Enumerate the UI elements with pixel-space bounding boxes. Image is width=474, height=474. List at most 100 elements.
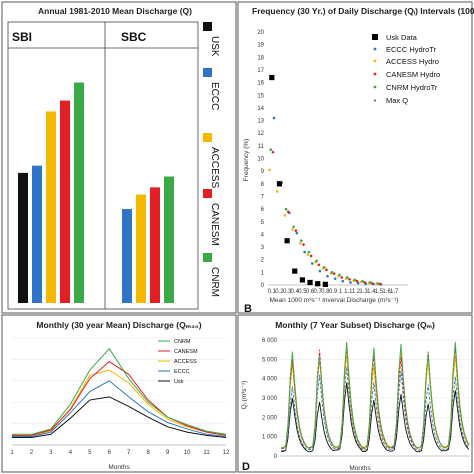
panel-a-frame [1,1,237,314]
panel-b-xlabel: Mean 1000 m³s⁻¹ Inverval Discharge (m³s⁻… [270,297,399,304]
point-canesm [325,268,328,272]
panel-c-xtick: 2 [30,450,34,456]
point-cnrm [315,259,318,263]
panel-b-ytick: 7 [261,194,265,200]
legend-label: CNRM HydroTr [386,83,438,92]
panel-c-xtick: 1 [10,450,14,456]
point-cnrm [292,225,295,229]
panel-b-ytick: 16 [257,81,264,87]
panel-c-title: Monthly (30 year Mean) Discharge (Qₘ₃₀) [36,320,201,330]
bar-sbc-cnrm [164,176,174,303]
panel-d-xlabel: Months [349,465,371,472]
panel-c-xtick: 8 [147,450,151,456]
legend-marker-eccc [373,47,377,51]
group-label-sbi: SBI [12,30,32,44]
bar-sbc-access [136,194,146,303]
point-eccc [349,281,352,284]
panel-b-ytick: 18 [257,55,264,61]
legend-marker-usk [372,34,378,40]
panel-b-ytick: 4 [261,232,265,238]
panel-d-ytick: 0 [274,454,278,460]
panel-a-title: Annual 1981-2010 Mean Discharge (Q) [38,6,192,16]
panel-b-ytick: 2 [261,258,265,264]
point-eccc [341,279,345,283]
legend-swatch-cnrm [203,253,212,262]
panel-c-xtick: 6 [108,450,112,456]
panel-c-xtick: 3 [49,450,53,456]
group-label-sbc: SBC [121,30,147,44]
panel-c-lines [12,347,227,439]
panel-c-legend: CNRM CANESM ACCESS ECCC Usk [158,339,198,385]
point-access [268,168,271,172]
panel-b-ytick: 6 [261,207,265,213]
point-usk [315,281,321,287]
panel-d-lines [281,341,470,453]
panel-d-ylabel: Qᵢ (m³s⁻¹) [241,381,248,410]
point-usk [307,279,313,286]
panel-d-ytick: 5 000 [262,357,278,363]
panel-b-xtick: 1.1 [344,289,353,295]
panel-b-ytick: 20 [257,30,264,36]
point-access [275,190,279,193]
panel-c-xtick: 9 [166,450,170,456]
panel-d-ytick: 3 000 [262,396,278,402]
point-canesm [363,281,366,284]
point-cnrm [376,282,380,285]
panel-c-xtick: 12 [223,450,230,456]
panel-b-ytick: 13 [257,119,264,125]
legend-label-canesm: CANESM [174,349,198,355]
point-canesm [340,276,344,279]
legend-label-usk: Usk [174,379,184,385]
panel-b-ytick: 10 [257,157,264,163]
point-cnrm [307,250,311,254]
point-eccc [318,269,322,273]
bar-sbi-eccc [32,165,42,303]
panel-b-ytick: 19 [257,43,264,49]
legend-label-access: ACCESS [209,147,220,188]
point-canesm [348,278,351,281]
point-usk [284,238,290,244]
legend-label-eccc: ECCC [209,82,220,110]
point-cnrm [269,148,273,151]
point-usk [322,281,328,287]
point-usk [299,277,306,283]
panel-b-xtick: 0.9 [329,289,338,295]
panel-d-axes: 0 1 000 2 000 3 000 4 000 5 000 6 000 Qᵢ (m³s⁻¹… [241,338,470,460]
panel-c-xtick: 4 [69,450,73,456]
panel-b-ytick: 11 [258,144,265,150]
point-cnrm [345,276,349,279]
line-access [12,369,227,436]
point-access [283,214,287,217]
legend-marker-max-q: * [374,97,377,106]
point-eccc [326,274,329,278]
point-cnrm [284,207,288,211]
line-eccc [12,380,227,437]
point-cnrm [353,278,357,282]
point-cnrm [368,281,372,284]
bar-sbi-access [46,111,56,303]
bar-sbc-eccc [122,209,132,303]
panel-d-ytick: 4 000 [262,377,278,383]
point-cnrm [330,271,334,274]
bar-sbi-cnrm [74,82,84,304]
point-canesm [309,254,313,258]
point-cnrm [300,239,303,243]
legend-swatch-eccc [203,68,212,77]
panel-d-title: Monthly (7 Year Subset) Discharge (Qₘ) [275,320,435,330]
line-usk [281,382,470,453]
panel-b-xtick: 1.4 [367,289,376,295]
panel-c-xtick: 7 [127,450,131,456]
panel-b-xtick: 0.2 [275,289,284,295]
point-access [291,228,294,231]
legend-swatch-canesm [203,189,212,198]
point-canesm [294,229,298,232]
line-usk [12,396,227,439]
panel-d-ytick: 1 000 [262,435,278,441]
panel-d-ytick: 6 000 [262,338,278,344]
point-canesm [286,210,290,213]
panel-b-xtick: 1.7 [390,289,399,295]
point-eccc [303,250,306,254]
panel-b-xtick: 0.4 [291,289,300,295]
line-cnrm [281,341,470,449]
panel-a-bars [18,82,174,304]
